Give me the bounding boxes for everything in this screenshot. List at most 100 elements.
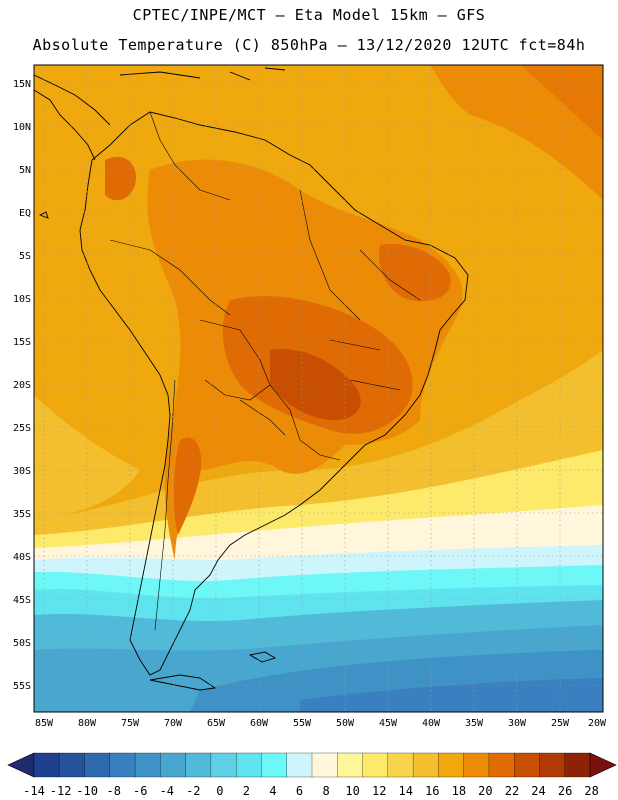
lat-label: 15N <box>13 79 31 90</box>
lat-label: 25S <box>13 423 31 434</box>
colorbar-cell <box>514 752 540 778</box>
lat-label: 40S <box>13 552 31 563</box>
temperature-field <box>34 65 603 712</box>
border-peru-brazil <box>109 239 231 316</box>
lon-label: 45W <box>379 718 398 729</box>
falkland-islands <box>248 651 277 663</box>
colorbar-cell <box>311 752 338 778</box>
chart-title-line2: Absolute Temperature (C) 850hPa – 13/12/… <box>32 36 586 54</box>
border-paraguay <box>239 399 286 436</box>
colorbar-cell <box>134 752 161 778</box>
colorbar-label: 0 <box>216 784 223 798</box>
galapagos <box>38 211 49 219</box>
lat-label: 50S <box>13 638 31 649</box>
colorbar-cell <box>160 752 187 778</box>
colorbar-label: 20 <box>478 784 492 798</box>
colorbar-cell <box>488 752 515 778</box>
lat-label: 5S <box>19 251 31 262</box>
lat-label: 35S <box>13 509 31 520</box>
lon-label: 30W <box>508 718 527 729</box>
field-band-m6 <box>300 678 603 712</box>
border-colombia-venezuela <box>149 111 231 201</box>
colorbar-cell <box>59 752 85 778</box>
colorbar-label: -10 <box>76 784 98 798</box>
colorbar-label: 14 <box>398 784 412 798</box>
graticule <box>34 65 603 712</box>
colorbar-cell <box>84 752 111 778</box>
colorbar-cell <box>109 752 136 778</box>
field-ne-hot <box>520 65 603 140</box>
colorbar-cell <box>387 752 414 778</box>
colorbar-label: -8 <box>106 784 120 798</box>
central-america-coast <box>34 89 96 161</box>
coastlines <box>34 67 469 691</box>
colorbar-label: -6 <box>133 784 147 798</box>
field-continent-26 <box>270 349 361 420</box>
colorbar-label: 12 <box>372 784 386 798</box>
colorbar-cell <box>286 752 313 778</box>
lat-label: 30S <box>13 466 31 477</box>
lat-label: 5N <box>19 165 31 176</box>
field-colombia-warm <box>105 156 136 201</box>
colorbar-cell <box>564 752 591 778</box>
colorbar-cell <box>337 752 363 778</box>
lat-label: 10S <box>13 294 31 305</box>
colorbar-cell <box>261 752 288 778</box>
lon-label: 70W <box>164 718 183 729</box>
lon-label: 65W <box>207 718 226 729</box>
colorbar-label: 22 <box>505 784 519 798</box>
latitude-labels: 15N 10N 5N EQ 5S 10S 15S 20S 25S 30S 35S… <box>13 79 31 692</box>
lon-label: 75W <box>121 718 140 729</box>
longitude-labels: 85W 80W 75W 70W 65W 60W 55W 50W 45W 40W … <box>35 718 607 729</box>
colorbar-label: 2 <box>243 784 250 798</box>
central-america-north-coast <box>34 74 111 126</box>
lon-label: 35W <box>465 718 484 729</box>
colorbar-label: 18 <box>452 784 466 798</box>
map-frame <box>33 64 604 713</box>
border-brazil-states <box>299 189 421 391</box>
colorbar-label: 10 <box>345 784 359 798</box>
colorbar-cell <box>438 752 465 778</box>
colorbar-cell <box>33 752 60 778</box>
colorbar-cell <box>412 752 439 778</box>
border-argentina-chile <box>154 379 176 631</box>
lon-label: 55W <box>293 718 312 729</box>
colorbar-left-arrow <box>7 752 35 778</box>
lat-label: 55S <box>13 681 31 692</box>
colorbar-label: 24 <box>531 784 545 798</box>
lon-label: 20W <box>588 718 607 729</box>
colorbar-cell <box>463 752 490 778</box>
caribbean-islands <box>119 67 286 81</box>
colorbar-right-arrow <box>589 752 617 778</box>
colorbar-label: 16 <box>425 784 439 798</box>
colorbar-cell <box>236 752 262 778</box>
colorbar-cells <box>33 752 591 778</box>
colorbar: -14 -12 -10 -8 -6 -4 -2 0 2 4 6 8 10 12 … <box>7 752 617 798</box>
lon-label: 60W <box>250 718 269 729</box>
border-brazil-south <box>269 384 341 461</box>
chart-title-line1: CPTEC/INPE/MCT – Eta Model 15km – GFS <box>132 6 486 24</box>
colorbar-cell <box>362 752 389 778</box>
colorbar-cell <box>210 752 237 778</box>
lon-label: 80W <box>78 718 97 729</box>
lat-label: 20S <box>13 380 31 391</box>
lat-label: 10N <box>13 122 31 133</box>
field-andes-warm <box>173 437 202 535</box>
colorbar-label: 4 <box>269 784 276 798</box>
lon-label: 40W <box>422 718 441 729</box>
lat-label: 15S <box>13 337 31 348</box>
field-ne-brazil-warm <box>379 244 451 302</box>
colorbar-label: -2 <box>186 784 200 798</box>
colorbar-labels: -14 -12 -10 -8 -6 -4 -2 0 2 4 6 8 10 12 … <box>23 784 599 798</box>
colorbar-cell <box>185 752 212 778</box>
colorbar-label: -12 <box>50 784 72 798</box>
south-america-coast <box>79 111 469 676</box>
lon-label: 25W <box>551 718 570 729</box>
lon-label: 50W <box>336 718 355 729</box>
country-borders <box>109 111 421 631</box>
colorbar-cell <box>539 752 566 778</box>
lat-label: 45S <box>13 595 31 606</box>
colorbar-label: 8 <box>322 784 329 798</box>
lon-label: 85W <box>35 718 54 729</box>
